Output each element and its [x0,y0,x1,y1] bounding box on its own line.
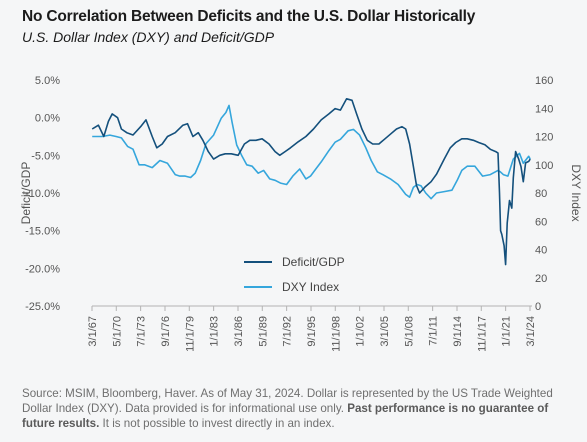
x-tick-label: 9/1/14 [452,316,464,347]
x-tick-label: 3/1/05 [379,316,391,347]
y-tick-left: 0.0% [35,113,60,125]
x-tick-label: 7/1/73 [136,316,148,347]
x-tick-label: 3/1/67 [87,316,99,347]
y-tick-right: 0 [535,301,541,313]
legend-label: DXY Index [282,280,339,294]
x-tick-label: 11/1/98 [330,316,342,352]
y-axis-label-left: Deficit/GDP [19,162,33,225]
legend: Deficit/GDP DXY Index [244,255,345,294]
footnote: Source: MSIM, Bloomberg, Haver. As of Ma… [22,386,567,431]
y-tick-left: -25.0% [25,301,60,313]
y-tick-left: 5.0% [35,75,60,87]
y-tick-right: 120 [535,132,553,144]
chart-title: No Correlation Between Deficits and the … [22,8,476,25]
y-tick-left: -15.0% [25,226,60,238]
x-tick-label: 7/1/11 [428,316,440,346]
x-tick-label: 5/1/08 [403,316,415,347]
x-tick-label: 1/1/21 [501,316,513,347]
x-tick-label: 9/1/95 [306,316,318,347]
x-tick-label: 9/1/76 [160,316,172,347]
y-tick-right: 80 [535,188,547,200]
y-tick-left: -5.0% [31,150,60,162]
footnote-disclaimer: Past performance is no guarantee of futu… [22,402,549,430]
y-tick-left: -10.0% [25,188,60,200]
x-tick-label: 7/1/92 [282,316,294,347]
y-tick-right: 100 [535,160,553,172]
series-line-dxy-index [92,104,531,200]
footnote-tail: It is not possible to invest directly in… [102,417,335,430]
footnote-source: Source: MSIM, Bloomberg, Haver. As of Ma… [22,387,553,415]
x-tick-label: 3/1/86 [233,316,245,347]
y-tick-right: 160 [535,75,553,87]
x-tick-label: 11/1/79 [184,316,196,352]
y-tick-left: -20.0% [25,263,60,275]
y-tick-right: 60 [535,216,547,228]
y-tick-right: 140 [535,103,553,115]
x-tick-label: 1/1/02 [355,316,367,347]
legend-label: Deficit/GDP [282,255,345,269]
y-tick-right: 40 [535,245,547,257]
y-axis-label-right: DXY Index [569,164,583,221]
x-tick-label: 1/1/83 [209,316,221,347]
series-line-deficit-gdp [91,98,531,266]
chart-subtitle: U.S. Dollar Index (DXY) and Deficit/GDP [22,29,275,45]
x-tick-label: 11/1/17 [476,316,488,352]
x-tick-label: 3/1/24 [525,316,537,347]
x-tick-label: 5/1/70 [111,316,123,347]
x-tick-label: 5/1/89 [257,316,269,347]
y-tick-right: 20 [535,273,547,285]
